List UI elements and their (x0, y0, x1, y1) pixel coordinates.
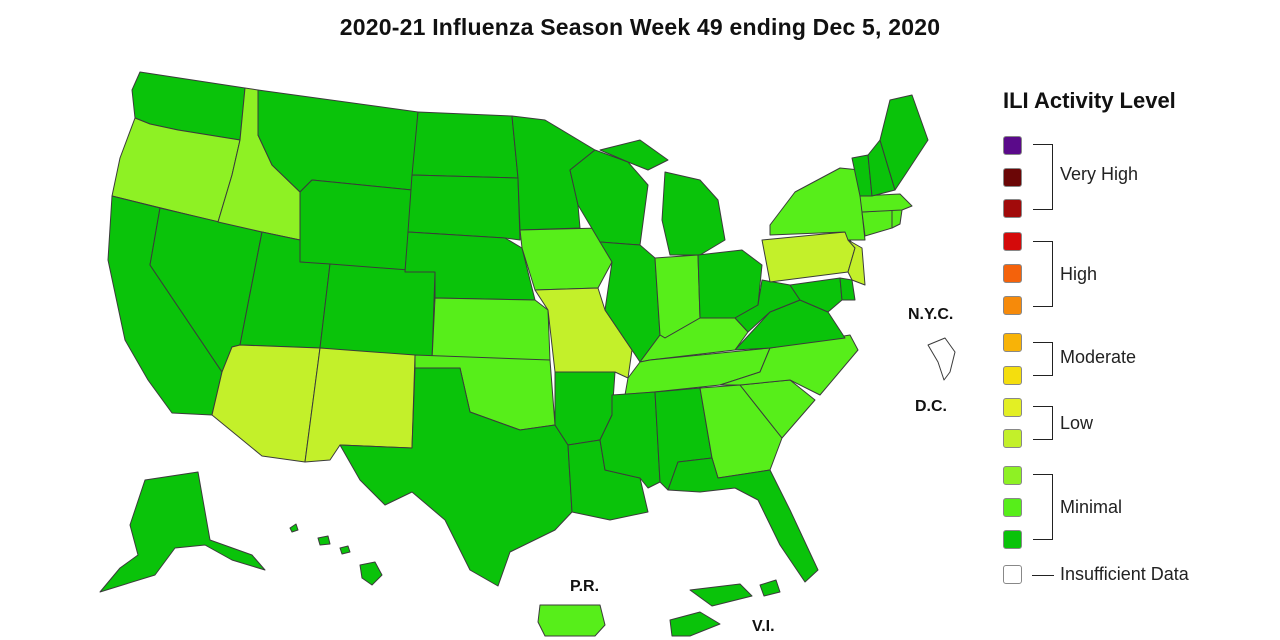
state-hawaii[interactable] (289, 523, 383, 586)
state-wyoming[interactable] (299, 179, 413, 273)
state-pennsylvania[interactable] (761, 231, 856, 283)
legend-bracket-minimal (1033, 474, 1053, 540)
legend-swatch-high-3 (1003, 296, 1022, 315)
state-wisconsin[interactable] (569, 149, 649, 246)
legend-insufficient-dash (1032, 575, 1054, 576)
state-maryland[interactable] (789, 277, 843, 313)
state-rhode-island[interactable] (891, 209, 903, 229)
nyc-label: N.Y.C. (908, 306, 954, 323)
legend-swatch-very-high-1 (1003, 136, 1022, 155)
legend-swatch-high-1 (1003, 232, 1022, 251)
legend-bracket-high (1033, 241, 1053, 307)
territory-puerto-rico[interactable] (537, 604, 606, 637)
legend-bracket-very-high (1033, 144, 1053, 210)
legend-swatch-very-high-2 (1003, 168, 1022, 187)
legend-label-insufficient: Insufficient Data (1060, 564, 1189, 584)
state-colorado[interactable] (319, 263, 436, 361)
map-title: 2020-21 Influenza Season Week 49 ending … (339, 14, 941, 40)
legend-swatch-high-2 (1003, 264, 1022, 283)
legend-swatch-low-2 (1003, 429, 1022, 448)
legend-label-high: High (1060, 264, 1098, 284)
vi-label: V.I. (752, 618, 775, 635)
legend-swatch-moderate-1 (1003, 333, 1022, 352)
state-alaska[interactable] (99, 471, 266, 593)
state-north-carolina[interactable] (719, 334, 859, 396)
state-arizona[interactable] (211, 344, 321, 463)
legend-title: ILI Activity Level (1003, 88, 1176, 113)
legend-label-moderate: Moderate (1060, 347, 1137, 367)
state-maine[interactable] (879, 94, 929, 191)
state-florida[interactable] (667, 457, 819, 583)
legend-swatch-moderate-2 (1003, 366, 1022, 385)
state-texas[interactable] (339, 367, 573, 587)
state-delaware[interactable] (839, 277, 856, 301)
pr-label: P.R. (570, 578, 600, 595)
legend-label-very-high: Very High (1060, 164, 1139, 184)
state-massachusetts[interactable] (859, 193, 913, 213)
legend-swatch-insufficient (1003, 565, 1022, 584)
legend-label-minimal: Minimal (1060, 497, 1123, 517)
state-kansas[interactable] (431, 297, 551, 361)
legend-swatch-low-1 (1003, 398, 1022, 417)
legend-swatch-minimal-1 (1003, 466, 1022, 485)
dc-label: D.C. (915, 398, 947, 415)
nyc-region[interactable] (927, 337, 956, 381)
legend-label-low: Low (1060, 413, 1094, 433)
legend-bracket-low (1033, 406, 1053, 440)
state-connecticut[interactable] (861, 209, 893, 237)
state-south-dakota[interactable] (407, 174, 521, 241)
state-new-york[interactable] (769, 167, 866, 241)
state-new-mexico[interactable] (304, 347, 416, 463)
legend-swatch-minimal-2 (1003, 498, 1022, 517)
legend-swatch-very-high-3 (1003, 199, 1022, 218)
legend-bracket-moderate (1033, 342, 1053, 376)
legend-swatch-minimal-3 (1003, 530, 1022, 549)
state-michigan[interactable] (599, 139, 726, 256)
state-north-dakota[interactable] (411, 111, 519, 179)
state-new-jersey[interactable] (847, 239, 866, 286)
territory-virgin-islands[interactable] (669, 579, 781, 637)
